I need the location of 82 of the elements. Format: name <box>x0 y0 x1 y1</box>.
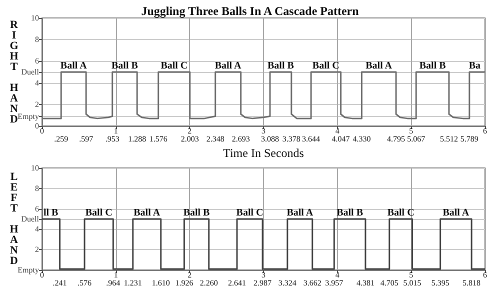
annotation: 3.957 <box>325 278 344 286</box>
x-tick-label: 1 <box>114 126 118 136</box>
annotation: Ball B <box>111 60 138 72</box>
x-tick-label: 4 <box>335 126 340 136</box>
y-tick-label: 2 <box>35 100 39 109</box>
y-tick-label: Duell <box>21 68 40 76</box>
x-axis-title: Time In Seconds <box>223 146 304 160</box>
y-tick-label: 10 <box>31 14 39 22</box>
annotation: 5.512 <box>440 134 458 144</box>
annotation: Ball C <box>312 60 340 72</box>
annotation: 1.610 <box>152 278 170 286</box>
annotation: 5.067 <box>407 134 426 144</box>
x-tick-label: 6 <box>483 126 487 136</box>
annotation: 3.644 <box>302 134 320 144</box>
annotation: Ball A <box>366 60 393 72</box>
annotation: Ball C <box>387 208 414 218</box>
y-tick-label: Duell <box>21 214 40 224</box>
annotation: 2.260 <box>200 278 218 286</box>
annotation: 2.987 <box>254 278 272 286</box>
annotation: .597 <box>79 134 94 144</box>
annotation: Ba <box>468 60 480 72</box>
annotation: 4.795 <box>387 134 406 144</box>
chart-title: Juggling Three Balls In A Cascade Pattern <box>141 4 360 18</box>
annotation: Ball C <box>236 208 264 218</box>
annotation: Ball B <box>336 208 364 218</box>
annotation: 3.324 <box>278 278 296 286</box>
annotation: 5.015 <box>403 278 422 286</box>
annotation: 5.789 <box>460 134 478 144</box>
annotation: 1.231 <box>124 278 142 286</box>
annotation: 1.576 <box>149 134 168 144</box>
annotation: 3.378 <box>282 134 300 144</box>
y-tick-label: 10 <box>31 164 39 172</box>
annotation: .259 <box>54 134 68 144</box>
x-tick-label: 3 <box>262 270 266 280</box>
annotation: .576 <box>78 278 92 286</box>
y-tick-label: 6 <box>35 56 39 66</box>
x-tick-label: 6 <box>483 270 487 280</box>
y-tick-label: 4 <box>35 78 39 88</box>
annotation: 1.288 <box>128 134 146 144</box>
annotation: 2.348 <box>206 134 224 144</box>
annotation: Ball B <box>268 60 294 72</box>
y-tick-label: 8 <box>35 184 39 193</box>
annotation: 4.330 <box>352 134 371 144</box>
annotation: .964 <box>106 278 120 286</box>
annotation: 2.693 <box>232 134 250 144</box>
annotation: Ball B <box>183 208 210 218</box>
y-tick-label: 6 <box>35 204 39 214</box>
x-tick-label: 2 <box>188 126 192 136</box>
annotation: ll B <box>43 208 59 218</box>
y-tick-label: Empty <box>18 112 39 121</box>
annotation: Ball A <box>134 208 161 218</box>
x-tick-label: 5 <box>409 270 414 280</box>
annotation: 4.381 <box>356 278 374 286</box>
x-tick-label: 2 <box>188 270 192 280</box>
y-tick-label: 4 <box>35 224 39 234</box>
annotation: 2.641 <box>228 278 246 286</box>
annotation: Ball A <box>286 208 314 218</box>
annotation: Ball A <box>442 208 470 218</box>
annotation: Ball C <box>160 60 188 72</box>
x-tick-label: 1 <box>114 270 118 280</box>
y-tick-label: Empty <box>18 266 39 274</box>
annotation: Ball A <box>60 60 88 72</box>
y-tick-label: 2 <box>35 245 39 254</box>
text: RIGHT HAND <box>10 18 18 126</box>
annotation: Ball A <box>214 60 242 72</box>
annotation: 4.705 <box>380 278 398 286</box>
annotation: 5.818 <box>462 278 481 286</box>
x-tick-label: 4 <box>335 270 340 280</box>
annotation: .953 <box>105 134 120 144</box>
annotation: Ball B <box>419 60 446 72</box>
y-axis-title: LEFT HAND <box>10 171 19 267</box>
annotation: 3.662 <box>303 278 322 286</box>
annotation: 3.088 <box>260 134 279 144</box>
annotation: 2.003 <box>180 134 199 144</box>
annotation: 4.047 <box>332 134 350 144</box>
y-tick-label: 8 <box>35 35 39 44</box>
x-tick-label: 3 <box>262 126 266 136</box>
annotation: Ball C <box>85 208 112 218</box>
annotation: .241 <box>52 278 67 286</box>
annotation: 1.926 <box>175 278 194 286</box>
annotation: 5.395 <box>431 278 450 286</box>
x-tick-label: 5 <box>409 126 414 136</box>
